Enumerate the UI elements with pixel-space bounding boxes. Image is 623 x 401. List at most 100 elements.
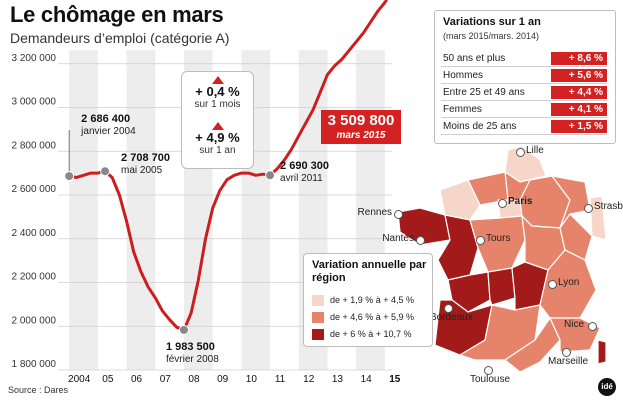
legend-title: Variation annuelle par région <box>312 259 427 284</box>
year-band <box>69 50 98 370</box>
city-dot <box>516 148 525 157</box>
variation-label: Moins de 25 ans <box>443 121 517 132</box>
x-tick-label: 15 <box>389 374 401 385</box>
annotation-point <box>100 166 111 177</box>
city-label: Rennes <box>357 207 392 218</box>
latest-value-box: 3 509 800 mars 2015 <box>321 110 401 144</box>
source-note: Source : Dares <box>8 385 69 395</box>
city-dot <box>584 204 593 213</box>
annotation-date: mai 2005 <box>121 165 163 176</box>
y-tick-label: 2 000 000 <box>12 315 57 326</box>
change-monthly-period: sur 1 mois <box>194 99 241 110</box>
x-tick-label: 14 <box>361 374 373 385</box>
city-label: Lille <box>526 145 544 156</box>
city-dot <box>394 210 403 219</box>
annotation-date: avril 2011 <box>280 173 323 184</box>
variation-value: + 5,6 % <box>551 69 607 82</box>
publisher-logo: idé <box>598 378 616 396</box>
change-yearly-period: sur 1 an <box>199 145 236 156</box>
city-dot <box>498 199 507 208</box>
variation-label: Hommes <box>443 70 484 81</box>
city-label: Strasbourg <box>594 201 623 212</box>
city-dot <box>548 280 557 289</box>
annotation-point <box>265 170 276 181</box>
up-arrow-icon <box>211 76 224 84</box>
change-monthly-value: + 0,4 % <box>195 84 240 99</box>
variation-row: Femmes + 4,1 % <box>441 102 607 118</box>
legend-swatch <box>312 329 324 340</box>
x-tick-label: 08 <box>188 374 200 385</box>
latest-value: 3 509 800 <box>327 112 395 129</box>
annotation-points <box>64 0 393 335</box>
x-tick-label: 13 <box>332 374 344 385</box>
city-label: Tours <box>486 233 511 244</box>
variation-label: 50 ans et plus <box>443 53 506 64</box>
y-tick-label: 2 600 000 <box>12 184 57 195</box>
up-arrow-icon <box>211 122 224 130</box>
variation-row: Moins de 25 ans + 1,5 % <box>441 119 607 135</box>
x-tick-label: 12 <box>303 374 315 385</box>
legend-label: de + 1,9 % à + 4,5 % <box>330 295 415 305</box>
y-tick-label: 2 400 000 <box>12 228 57 239</box>
variation-value: + 1,5 % <box>551 120 607 133</box>
city-dot <box>444 304 453 313</box>
variations-title: Variations sur 1 an <box>443 16 541 28</box>
city-label: Nice <box>564 319 585 330</box>
legend-label: de + 4,6 % à + 5,9 % <box>330 312 415 322</box>
latest-date: mars 2015 <box>336 130 386 141</box>
x-tick-label: 10 <box>246 374 258 385</box>
city-label: Bordeaux <box>430 312 473 323</box>
y-tick-label: 2 200 000 <box>12 272 57 283</box>
variation-row: Hommes + 5,6 % <box>441 68 607 84</box>
city-dot <box>416 236 425 245</box>
city-dot <box>562 348 571 357</box>
variations-box: Variations sur 1 an (mars 2015/mars. 201… <box>434 10 616 144</box>
annotation-value: 2 686 400 <box>81 113 130 125</box>
y-tick-labels: 1 800 000 2 000 000 2 200 000 2 400 000 2 60… <box>12 53 57 370</box>
page-title: Le chômage en mars <box>10 2 224 27</box>
series-line <box>67 0 389 332</box>
city-dot <box>476 236 485 245</box>
city-label: Marseille <box>548 356 589 367</box>
annotation-date: février 2008 <box>166 354 219 365</box>
legend-swatch <box>312 312 324 323</box>
city-label: Toulouse <box>470 374 511 385</box>
change-yearly: + 4,9 % sur 1 an <box>182 122 253 156</box>
annotation-point <box>64 171 75 182</box>
change-monthly: + 0,4 % sur 1 mois <box>182 76 253 110</box>
variation-value: + 4,1 % <box>551 103 607 116</box>
y-tick-label: 2 800 000 <box>12 140 57 151</box>
variation-row: 50 ans et plus + 8,6 % <box>441 51 607 67</box>
city-label: Lyon <box>558 277 580 288</box>
variations-subtitle: (mars 2015/mars. 2014) <box>443 31 540 41</box>
y-tick-label: 1 800 000 <box>12 359 57 370</box>
map-legend: Variation annuelle par région de + 1,9 %… <box>303 253 433 347</box>
annotation-value: 2 690 300 <box>280 160 329 172</box>
x-tick-label: 07 <box>160 374 172 385</box>
x-tick-label: 2004 <box>68 374 91 385</box>
variation-value: + 8,6 % <box>551 52 607 65</box>
x-tick-label: 09 <box>217 374 229 385</box>
city-label: Paris <box>508 196 533 207</box>
x-tick-label: 11 <box>275 374 286 385</box>
annotation-date: janvier 2004 <box>80 126 136 137</box>
variation-label: Femmes <box>443 104 482 115</box>
y-tick-label: 3 000 000 <box>12 97 57 108</box>
city-dot <box>484 366 493 375</box>
variation-row: Entre 25 et 49 ans + 4,4 % <box>441 85 607 101</box>
legend-swatch <box>312 295 324 306</box>
x-tick-labels: 2004 05 06 07 08 09 10 11 12 13 14 15 <box>68 374 401 385</box>
variation-value: + 4,4 % <box>551 86 607 99</box>
change-yearly-value: + 4,9 % <box>195 130 240 145</box>
change-box: + 0,4 % sur 1 mois + 4,9 % sur 1 an <box>181 71 254 169</box>
year-band <box>126 50 156 370</box>
annotation-point <box>178 324 189 335</box>
legend-label: de + 6 % à + 10,7 % <box>330 329 412 339</box>
x-tick-label: 06 <box>131 374 143 385</box>
page-subtitle: Demandeurs d’emploi (catégorie A) <box>10 30 230 46</box>
annotation-value: 2 708 700 <box>121 152 170 164</box>
variation-label: Entre 25 et 49 ans <box>443 87 525 98</box>
city-label: Nantes <box>382 233 414 244</box>
